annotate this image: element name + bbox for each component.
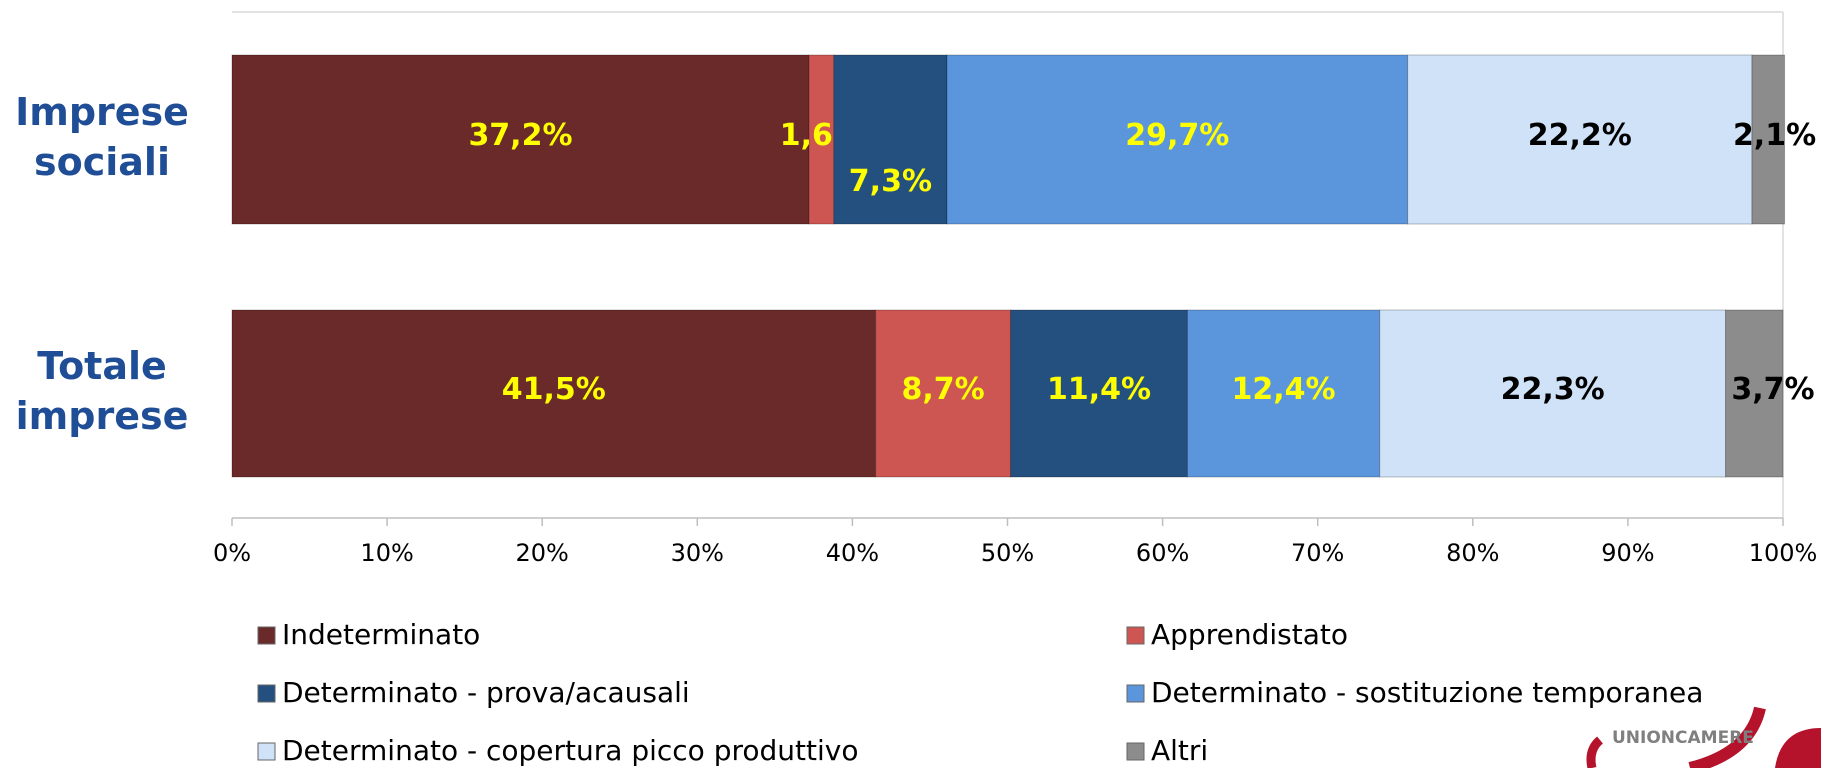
x-tick-label: 90% (1601, 539, 1654, 567)
bar-segment (1186, 309, 1381, 478)
x-tick-label: 60% (1136, 539, 1189, 567)
value-label: 37,2% (468, 118, 572, 153)
bar-segment (1010, 309, 1188, 478)
bar-segment (875, 309, 1012, 478)
x-tick-label: 80% (1446, 539, 1499, 567)
legend-label: Determinato - prova/acausali (282, 676, 690, 709)
value-label: 12,4% (1232, 372, 1336, 407)
legend-swatch (257, 684, 276, 703)
legend-label: Apprendistato (1151, 618, 1348, 651)
bar-segment (1379, 309, 1727, 478)
legend-label: Indeterminato (282, 618, 480, 651)
category-label: Totale (37, 344, 167, 388)
bar-segment (946, 54, 1409, 225)
x-tick-label: 70% (1291, 539, 1344, 567)
value-label: 22,3% (1501, 372, 1605, 407)
x-tick-label: 0% (213, 539, 251, 567)
legend-swatch (257, 742, 276, 761)
value-label: 29,7% (1125, 118, 1229, 153)
legend-label: Altri (1151, 734, 1208, 767)
bar-segment (833, 54, 948, 225)
x-tick-label: 100% (1749, 539, 1818, 567)
category-label: Imprese (15, 90, 189, 134)
legend-label: Determinato - sostituzione temporanea (1151, 676, 1703, 709)
logo: UNIONCAMERE (1586, 706, 1821, 768)
x-tick-label: 20% (516, 539, 569, 567)
bar-segment (231, 309, 877, 478)
x-tick-label: 50% (981, 539, 1034, 567)
value-label: 8,7% (902, 372, 985, 407)
value-label: 2,1% (1733, 118, 1816, 153)
category-label: sociali (34, 140, 170, 184)
legend-swatch (257, 626, 276, 645)
legend-swatch (1126, 626, 1145, 645)
x-tick-label: 10% (360, 539, 413, 567)
logo-mark (1586, 736, 1604, 768)
logo-text: UNIONCAMERE (1612, 728, 1754, 748)
value-label: 11,4% (1047, 372, 1151, 407)
legend-swatch (1126, 684, 1145, 703)
category-label: imprese (16, 394, 189, 438)
logo-mark (1688, 706, 1766, 768)
logo-mark (1775, 728, 1821, 768)
legend-swatch (1126, 742, 1145, 761)
value-label: 3,7% (1731, 372, 1814, 407)
value-label: 7,3% (849, 164, 932, 199)
bar-segment (808, 54, 835, 225)
x-tick-label: 30% (671, 539, 724, 567)
legend-label: Determinato - copertura picco produttivo (282, 734, 858, 767)
value-label: 22,2% (1528, 118, 1632, 153)
bar-segment (231, 54, 810, 225)
value-label: 41,5% (502, 372, 606, 407)
bar-segment (1751, 54, 1786, 225)
x-tick-label: 40% (826, 539, 879, 567)
bar-segment (1725, 309, 1784, 478)
